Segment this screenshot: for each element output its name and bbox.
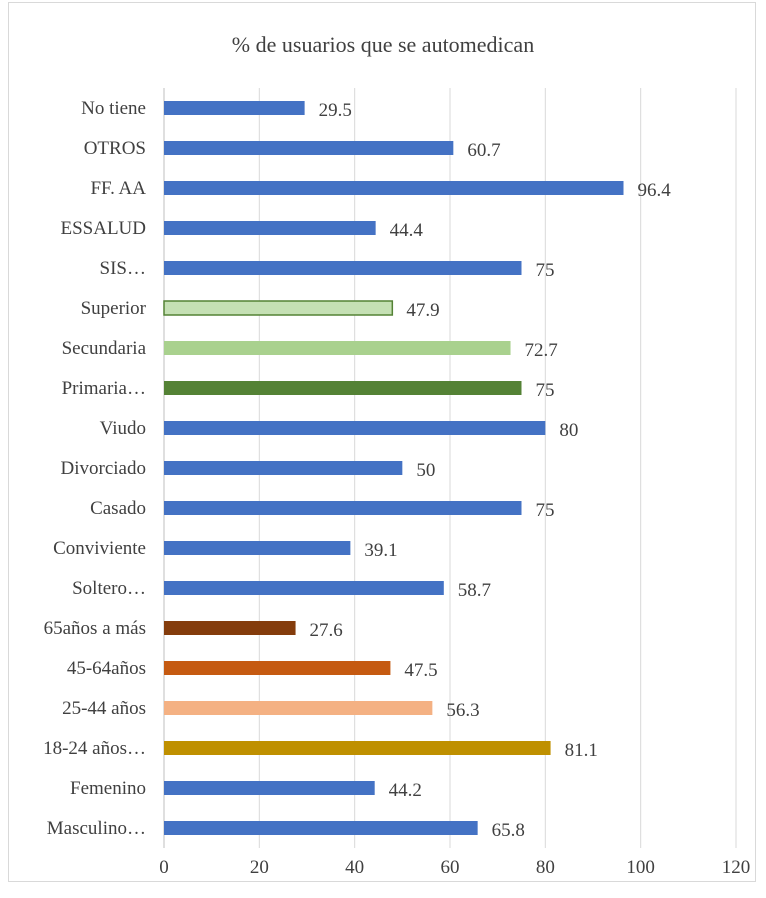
- bar: [164, 461, 403, 475]
- bar: [164, 501, 522, 515]
- category-label: SIS…: [100, 258, 146, 279]
- bar: [164, 541, 351, 555]
- category-label: 18-24 años…: [43, 738, 146, 759]
- category-label: 25-44 años: [62, 698, 146, 719]
- labels: 0 20 40 60 80 100 120 No tiene 29.5 OTROS 60.7 FF. …: [43, 98, 750, 878]
- bar: [164, 421, 546, 435]
- bar: [164, 781, 375, 795]
- bar: [164, 181, 624, 195]
- bar: [164, 741, 551, 755]
- category-label: FF. AA: [90, 178, 146, 199]
- data-label: 47.9: [406, 300, 439, 321]
- category-label: Femenino: [70, 778, 146, 799]
- bar: [164, 581, 444, 595]
- category-label: Casado: [90, 498, 146, 519]
- category-label: Conviviente: [53, 538, 146, 559]
- category-label: Superior: [81, 298, 147, 319]
- data-label: 75: [536, 260, 555, 281]
- bar: [164, 821, 478, 835]
- x-tick-label: 60: [441, 857, 460, 878]
- data-label: 44.4: [390, 220, 424, 241]
- data-label: 47.5: [404, 660, 437, 681]
- bar: [164, 381, 522, 395]
- category-label: Soltero…: [72, 578, 146, 599]
- x-tick-label: 0: [159, 857, 169, 878]
- category-label: Divorciado: [61, 458, 146, 479]
- x-tick-label: 80: [536, 857, 555, 878]
- bar: [164, 341, 511, 355]
- category-label: 45-64años: [67, 658, 146, 679]
- data-label: 80: [559, 420, 578, 441]
- data-label: 75: [536, 500, 555, 521]
- bars: [163, 101, 624, 835]
- bar: [164, 701, 433, 715]
- x-tick-label: 40: [345, 857, 364, 878]
- x-tick-label: 100: [626, 857, 655, 878]
- bar: [164, 221, 376, 235]
- data-label: 96.4: [638, 180, 672, 201]
- data-label: 81.1: [565, 740, 598, 761]
- category-label: 65años a más: [44, 618, 146, 639]
- bar: [164, 141, 454, 155]
- bar: [164, 261, 522, 275]
- data-label: 65.8: [492, 820, 525, 841]
- data-label: 60.7: [467, 140, 500, 161]
- bar: [164, 661, 391, 675]
- data-label: 56.3: [446, 700, 479, 721]
- data-label: 72.7: [525, 340, 558, 361]
- bar: [164, 621, 296, 635]
- data-label: 44.2: [389, 780, 422, 801]
- category-label: Masculino…: [47, 818, 146, 839]
- x-tick-label: 20: [250, 857, 269, 878]
- bar: [164, 101, 305, 115]
- chart-title: % de usuarios que se automedican: [231, 32, 535, 57]
- category-label: OTROS: [84, 138, 146, 159]
- x-tick-label: 120: [722, 857, 751, 878]
- bar: [163, 300, 394, 316]
- data-label: 75: [536, 380, 555, 401]
- data-label: 50: [416, 460, 435, 481]
- data-label: 27.6: [310, 620, 343, 641]
- data-label: 58.7: [458, 580, 491, 601]
- data-label: 29.5: [319, 100, 352, 121]
- category-label: Secundaria: [62, 338, 147, 359]
- category-label: ESSALUD: [60, 218, 146, 239]
- category-label: No tiene: [81, 98, 146, 119]
- category-label: Primaria…: [62, 378, 146, 399]
- data-label: 39.1: [364, 540, 397, 561]
- category-label: Viudo: [100, 418, 146, 439]
